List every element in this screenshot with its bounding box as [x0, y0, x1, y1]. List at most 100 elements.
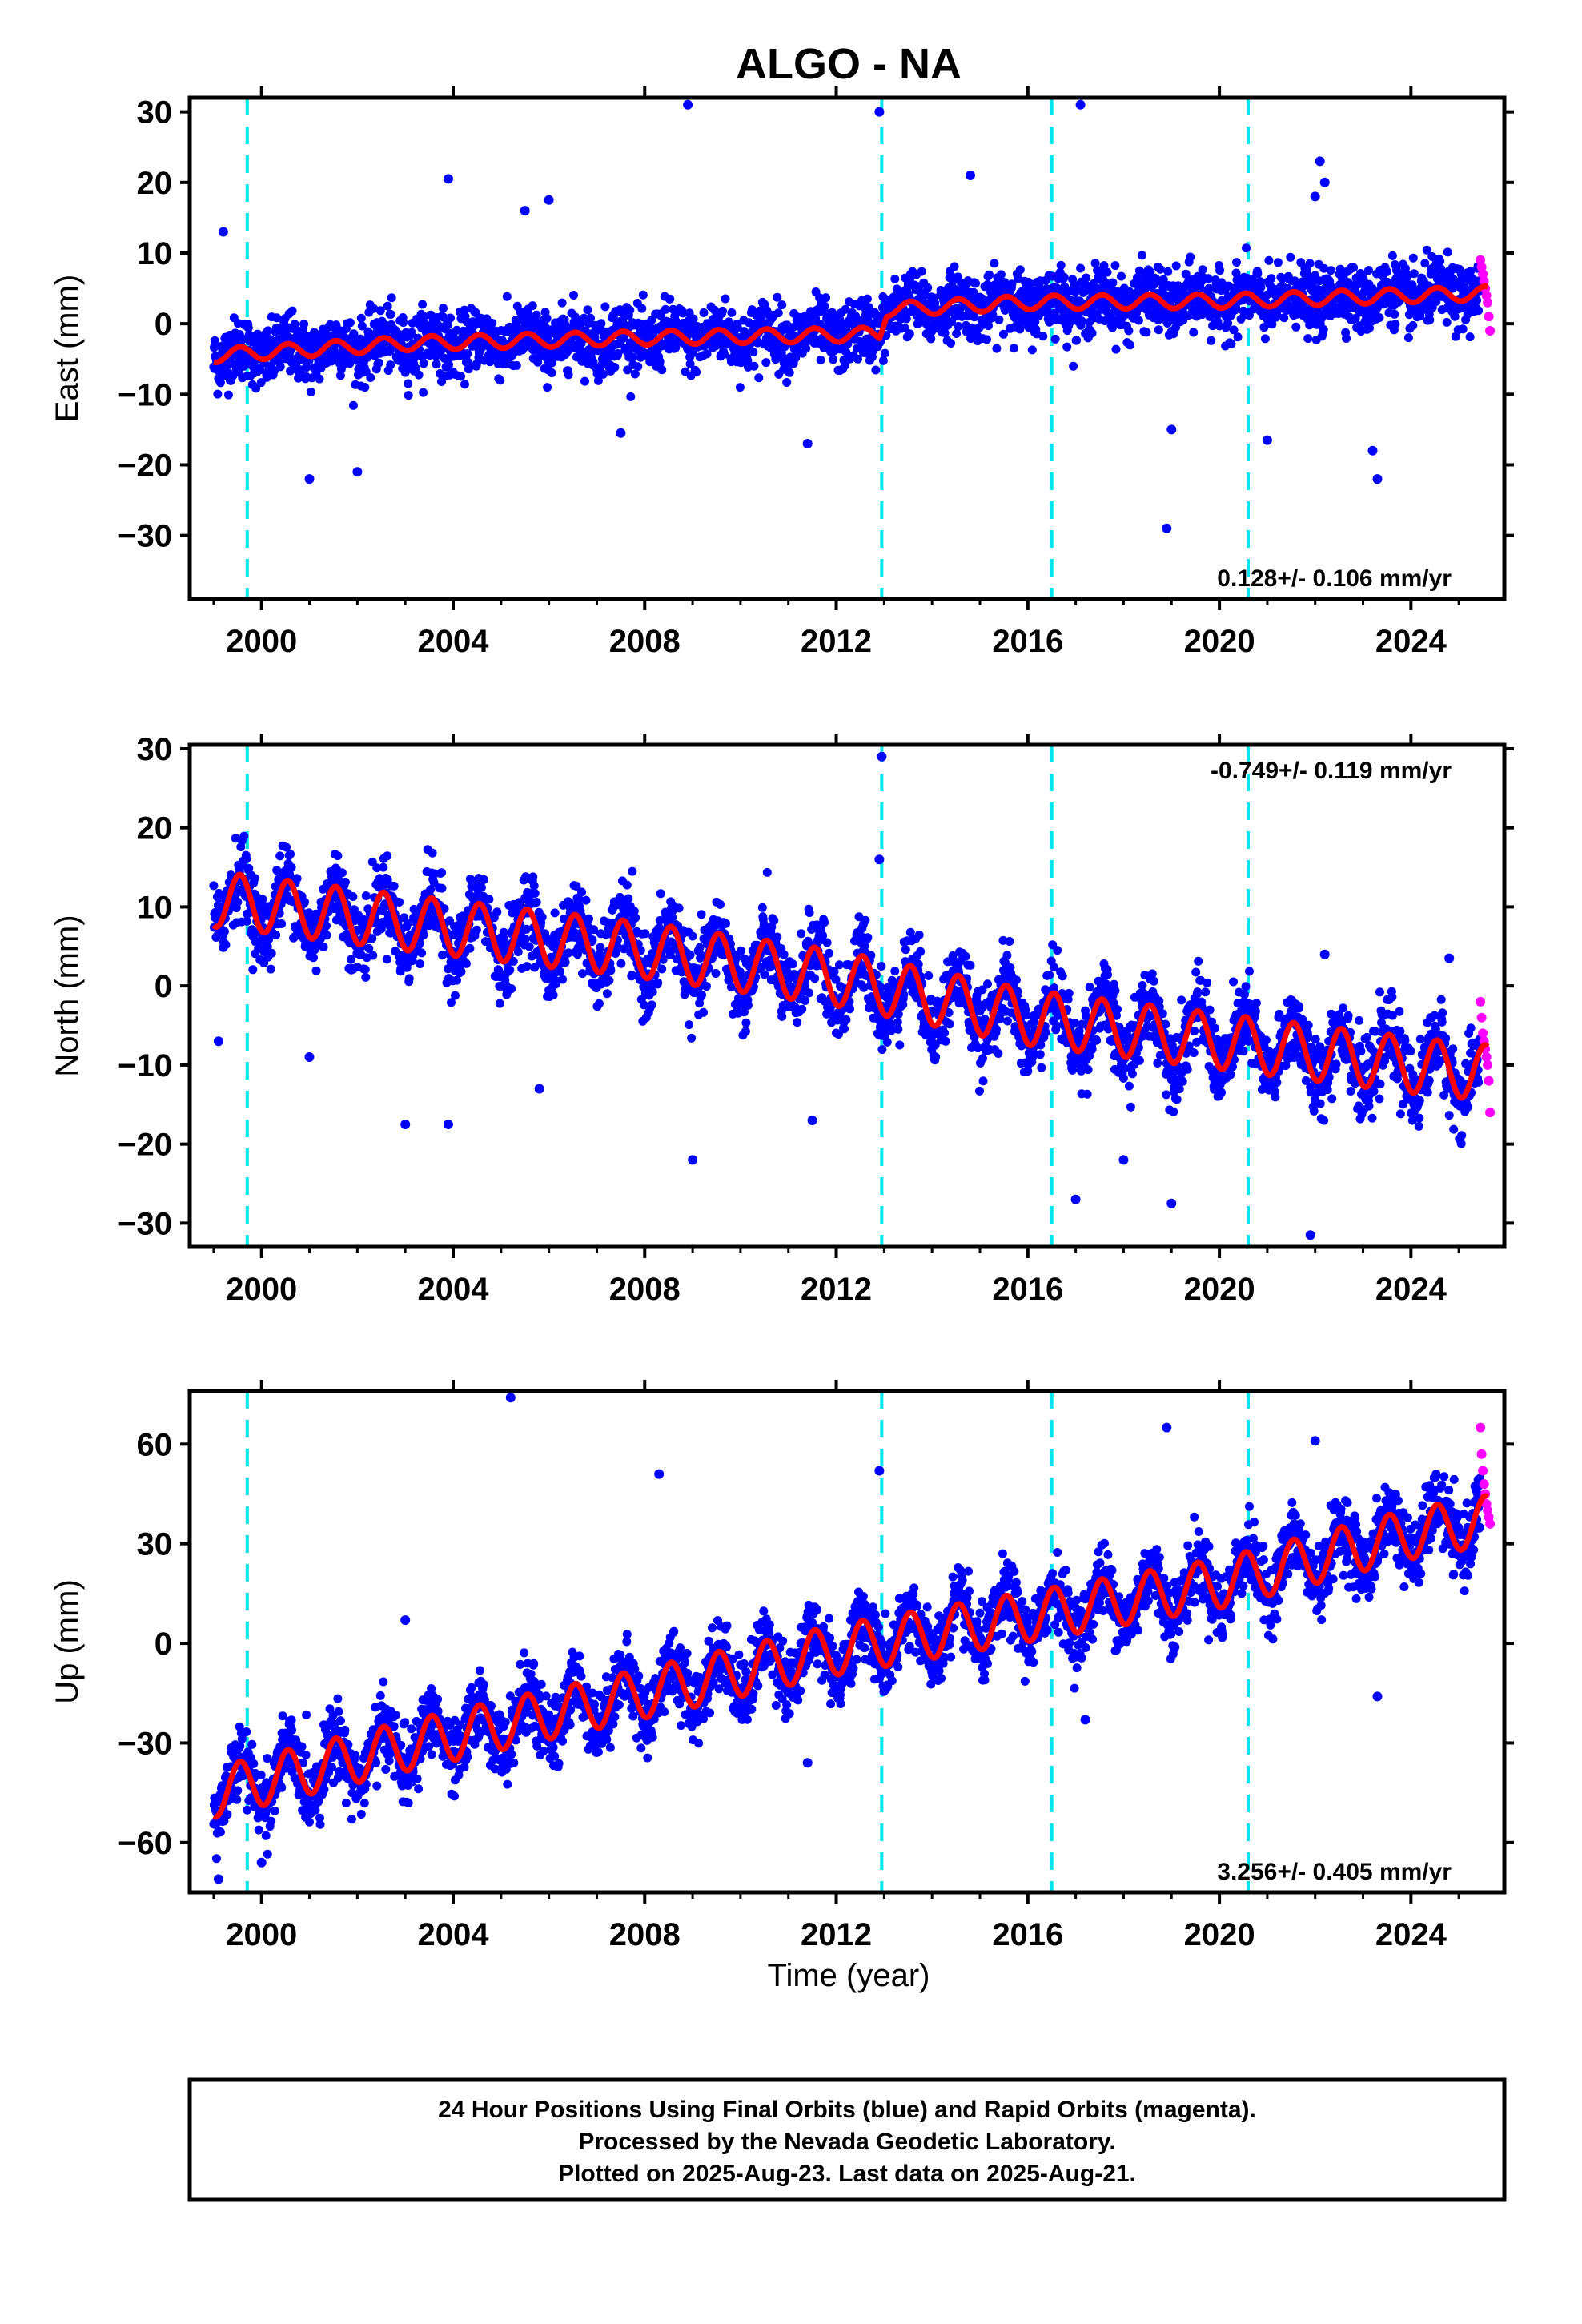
north-daily-point	[309, 953, 318, 963]
north-daily-point	[697, 991, 707, 999]
east-daily-point	[356, 313, 366, 323]
north-daily-point	[797, 1004, 807, 1014]
east-daily-point	[1349, 263, 1359, 272]
east-daily-point	[542, 314, 552, 323]
north-daily-point	[286, 850, 295, 859]
north-daily-point	[479, 875, 488, 884]
east-daily-point	[1408, 253, 1418, 263]
north-daily-point	[263, 942, 272, 951]
east-daily-point	[420, 312, 429, 321]
north-daily-point	[801, 996, 810, 1005]
east-daily-point	[996, 270, 1006, 279]
east-daily-point	[946, 339, 956, 348]
east-daily-point	[255, 365, 265, 375]
north-daily-point	[437, 868, 446, 878]
east-daily-point	[917, 267, 926, 276]
east-daily-point	[988, 310, 998, 320]
east-daily-point	[404, 391, 413, 400]
east-daily-point	[1134, 316, 1143, 325]
east-daily-point	[1305, 259, 1315, 268]
east-daily-point	[829, 355, 838, 364]
east-daily-point	[1082, 273, 1091, 283]
east-daily-point	[1451, 332, 1460, 341]
east-daily-point	[1267, 274, 1276, 283]
east-daily-point	[1472, 296, 1482, 305]
north-daily-point	[721, 919, 730, 928]
north-daily-point	[685, 1020, 694, 1030]
north-daily-point	[762, 867, 772, 877]
east-x-tick-label: 2000	[226, 624, 297, 659]
east-daily-point	[1259, 323, 1269, 332]
east-daily-point	[464, 364, 473, 374]
east-outlier-point	[1319, 177, 1330, 187]
east-daily-point	[419, 388, 428, 397]
east-daily-point	[1245, 311, 1254, 320]
east-daily-point	[418, 300, 428, 309]
east-daily-point	[947, 317, 957, 327]
east-daily-point	[1215, 266, 1225, 275]
east-daily-point	[782, 378, 792, 387]
east-daily-point	[878, 356, 888, 365]
east-daily-point	[816, 356, 825, 364]
east-daily-point	[1232, 258, 1241, 267]
east-daily-point	[213, 389, 223, 399]
east-daily-point	[286, 366, 295, 376]
north-daily-point	[594, 999, 604, 1008]
east-rapid-orbit-points	[1476, 255, 1496, 336]
east-daily-point	[1342, 334, 1351, 343]
east-daily-point	[287, 306, 297, 316]
north-daily-point	[581, 895, 591, 905]
north-daily-point	[522, 962, 532, 971]
north-daily-point	[319, 942, 328, 951]
east-daily-point	[1303, 334, 1313, 344]
east-daily-point	[1264, 255, 1274, 265]
east-outlier-point	[802, 439, 813, 448]
east-rapid-point	[1485, 326, 1496, 336]
east-daily-point	[1308, 278, 1318, 287]
north-daily-point	[337, 868, 347, 878]
east-daily-point	[749, 361, 759, 371]
east-daily-point	[1069, 361, 1078, 371]
east-daily-point	[302, 363, 311, 372]
north-daily-point	[647, 1000, 656, 1010]
north-daily-point	[631, 913, 640, 923]
east-daily-point	[335, 371, 345, 380]
east-daily-point	[547, 368, 556, 377]
east-daily-point	[387, 293, 396, 303]
east-y-tick-label: −10	[118, 377, 172, 412]
east-y-tick-label: −20	[118, 448, 172, 483]
east-outlier-point	[444, 174, 453, 184]
east-x-tick-label: 2004	[418, 624, 490, 659]
east-daily-point	[1229, 325, 1239, 335]
north-daily-point	[340, 877, 350, 887]
north-daily-point	[741, 1027, 750, 1036]
east-daily-point	[1163, 267, 1173, 276]
north-daily-point	[596, 943, 605, 952]
east-daily-point	[210, 336, 219, 345]
east-daily-point	[721, 294, 730, 304]
north-daily-point	[499, 927, 508, 937]
north-daily-point	[451, 991, 460, 1000]
east-daily-point	[820, 301, 829, 311]
east-daily-point	[735, 383, 745, 392]
east-daily-point	[1076, 263, 1086, 273]
east-daily-point	[583, 305, 592, 315]
east-daily-point	[532, 310, 541, 320]
east-daily-point	[1015, 265, 1025, 275]
east-daily-point	[386, 360, 396, 370]
north-daily-point	[465, 943, 475, 953]
east-daily-point	[1015, 324, 1025, 334]
east-daily-point	[871, 365, 881, 375]
east-daily-point	[419, 359, 428, 368]
east-daily-point	[1062, 342, 1072, 352]
north-daily-point	[825, 948, 834, 958]
north-daily-point	[301, 939, 311, 949]
north-daily-point	[417, 948, 427, 958]
north-daily-point	[602, 989, 612, 999]
north-daily-point	[841, 1015, 851, 1024]
east-daily-point	[890, 274, 900, 283]
north-daily-point	[250, 874, 259, 883]
east-daily-point	[263, 326, 273, 336]
east-daily-point	[1458, 275, 1468, 284]
east-daily-point	[785, 368, 794, 377]
